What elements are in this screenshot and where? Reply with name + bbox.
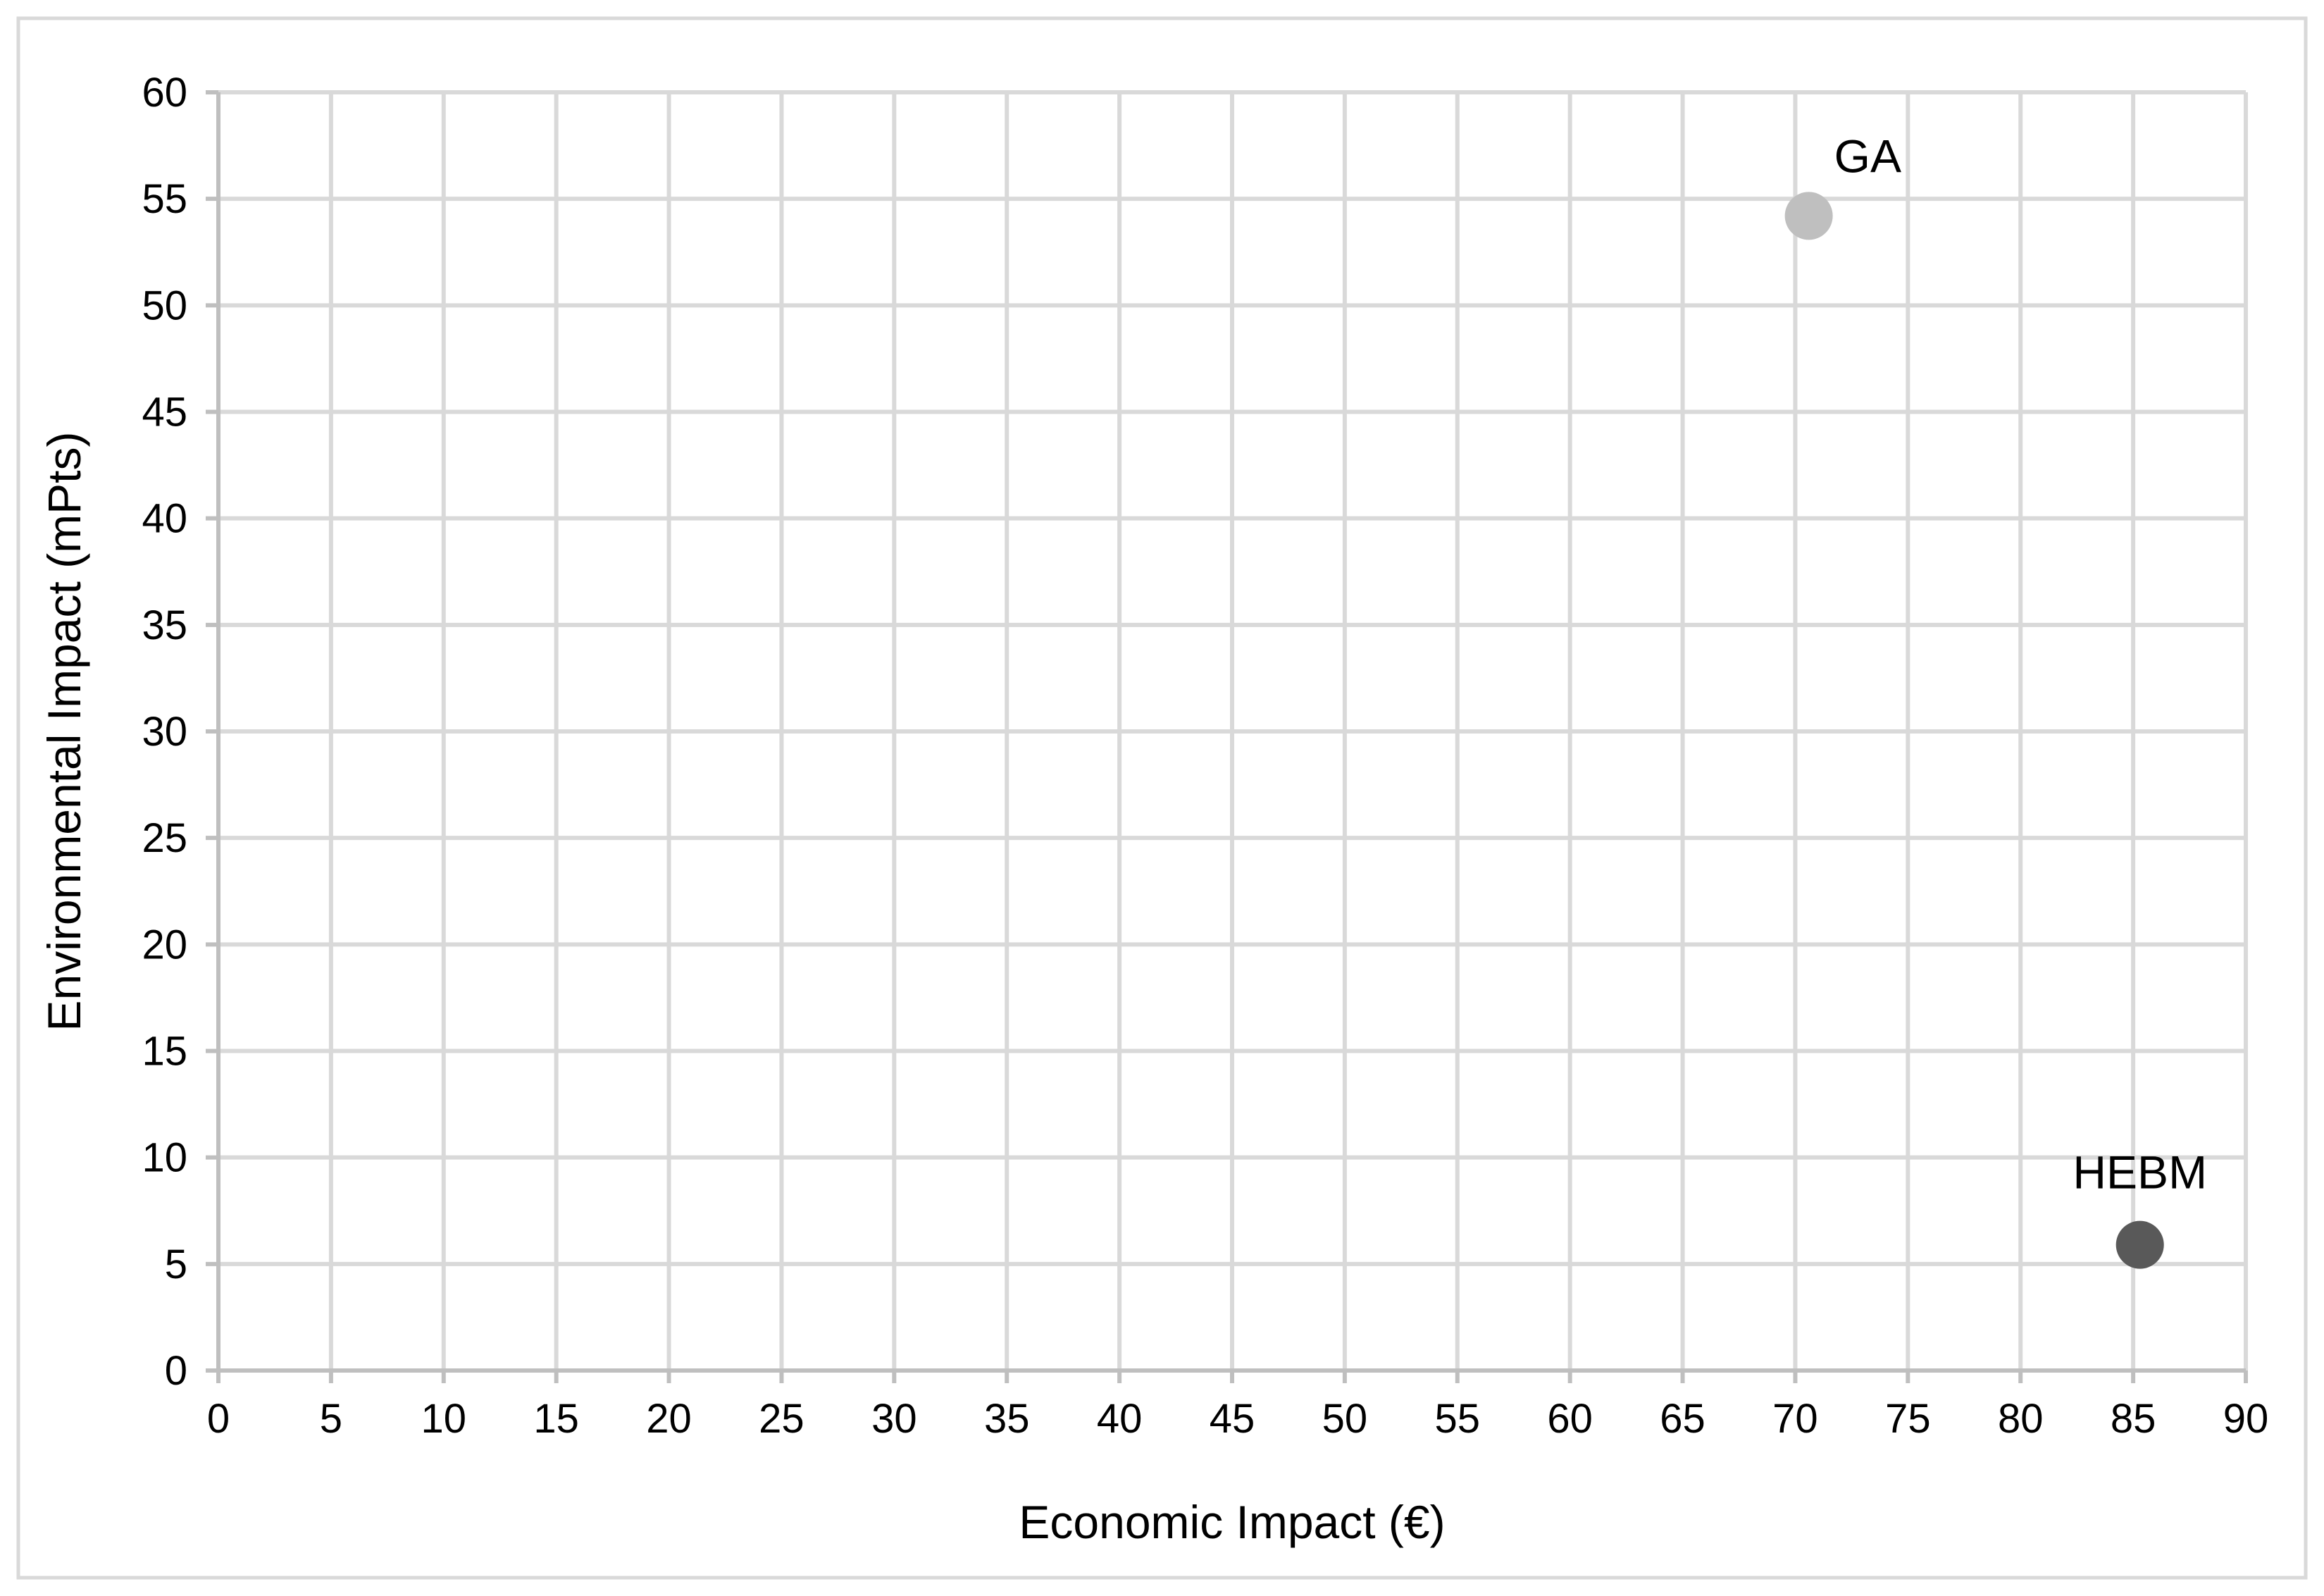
y-tick-label: 0 bbox=[165, 1348, 187, 1394]
y-tick-label: 40 bbox=[142, 496, 187, 542]
x-tick-label: 25 bbox=[759, 1396, 804, 1442]
data-label-hebm: HEBM bbox=[2073, 1146, 2207, 1199]
x-axis-tick-labels: 0 5 10 15 20 25 30 35 40 45 50 55 60 65 70 75 80 85 90 bbox=[207, 1396, 2268, 1442]
y-tick-label: 15 bbox=[142, 1029, 187, 1075]
x-tick-label: 60 bbox=[1547, 1396, 1593, 1442]
x-tick-label: 85 bbox=[2111, 1396, 2156, 1442]
x-tick-label: 0 bbox=[207, 1396, 230, 1442]
data-label-ga: GA bbox=[1834, 130, 1901, 182]
x-tick-label: 80 bbox=[1998, 1396, 2044, 1442]
x-tick-label: 15 bbox=[533, 1396, 579, 1442]
y-tick-label: 20 bbox=[142, 922, 187, 967]
x-tick-label: 65 bbox=[1660, 1396, 1705, 1442]
y-tick-label: 30 bbox=[142, 709, 187, 755]
axes bbox=[206, 90, 2248, 1383]
x-tick-label: 20 bbox=[646, 1396, 692, 1442]
data-points: GA HEBM bbox=[1784, 130, 2207, 1269]
y-tick-label: 25 bbox=[142, 815, 187, 861]
x-tick-label: 45 bbox=[1210, 1396, 1255, 1442]
y-axis-tick-labels: 0 5 10 15 20 25 30 35 40 45 50 55 60 bbox=[142, 70, 187, 1394]
chart-frame bbox=[16, 16, 2308, 1580]
x-tick-label: 90 bbox=[2223, 1396, 2269, 1442]
gridlines bbox=[218, 90, 2248, 1371]
data-point-hebm bbox=[2115, 1220, 2164, 1269]
x-tick-label: 5 bbox=[320, 1396, 342, 1442]
y-tick-label: 55 bbox=[142, 176, 187, 222]
x-tick-label: 10 bbox=[421, 1396, 467, 1442]
x-tick-label: 50 bbox=[1322, 1396, 1368, 1442]
y-tick-label: 50 bbox=[142, 283, 187, 328]
y-tick-label: 35 bbox=[142, 602, 187, 648]
x-tick-label: 35 bbox=[984, 1396, 1030, 1442]
y-axis-title: Environmental Impact (mPts) bbox=[38, 432, 90, 1032]
data-point-ga bbox=[1784, 192, 1833, 240]
x-axis-title: Economic Impact (€) bbox=[1019, 1496, 1445, 1548]
x-tick-label: 40 bbox=[1097, 1396, 1143, 1442]
y-tick-label: 5 bbox=[165, 1242, 187, 1287]
x-tick-label: 70 bbox=[1772, 1396, 1818, 1442]
x-tick-label: 75 bbox=[1885, 1396, 1931, 1442]
y-tick-label: 10 bbox=[142, 1135, 187, 1181]
x-tick-label: 55 bbox=[1435, 1396, 1481, 1442]
y-tick-label: 60 bbox=[142, 70, 187, 116]
x-tick-label: 30 bbox=[871, 1396, 917, 1442]
y-tick-label: 45 bbox=[142, 390, 187, 435]
